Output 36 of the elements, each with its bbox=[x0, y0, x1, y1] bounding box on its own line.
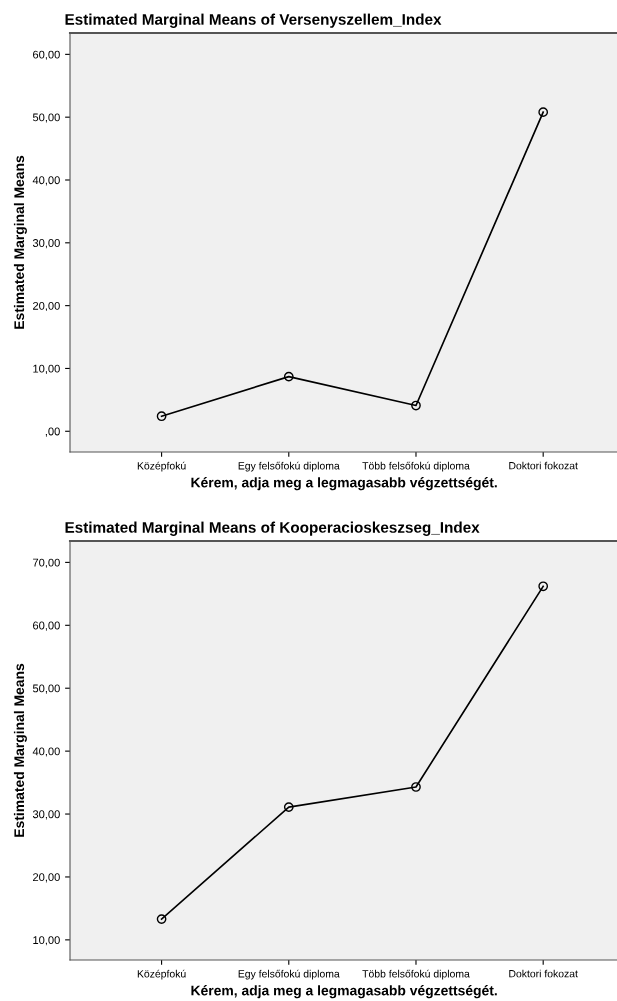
y-tick-label: ,00 bbox=[45, 427, 60, 437]
y-tick-label: 30,00 bbox=[32, 239, 60, 249]
point bbox=[156, 411, 167, 422]
y-tick-label: 10,00 bbox=[33, 364, 60, 374]
y-axis-title: Estimated Marginal Means bbox=[13, 663, 27, 837]
y-tick-label: 70,00 bbox=[33, 558, 60, 568]
point bbox=[283, 371, 294, 382]
point bbox=[283, 802, 294, 812]
point bbox=[538, 107, 549, 118]
y-tick-label: 40,00 bbox=[32, 176, 60, 186]
y-tick-label: 10,00 bbox=[33, 936, 60, 946]
y-tick-label: 50,00 bbox=[32, 684, 60, 694]
x-tick-label: Több felsőfokú diploma bbox=[362, 461, 470, 472]
y-tick-label: 60,00 bbox=[33, 621, 60, 631]
x-tick-label: Egy felsőfokú diploma bbox=[238, 461, 340, 472]
point bbox=[538, 581, 549, 592]
y-tick-label: 50,00 bbox=[32, 113, 60, 123]
x-tick-label: Több felsőfokú diploma bbox=[362, 969, 470, 980]
x-tick-label: Doktori fokozat bbox=[509, 969, 578, 978]
point bbox=[411, 782, 421, 792]
x-tick-label: Középfokú bbox=[137, 461, 186, 472]
y-tick-label: 60,00 bbox=[33, 50, 60, 60]
x-tick-label: Középfokú bbox=[137, 969, 186, 980]
chart-title: Estimated Marginal Means of Kooperacioskeszseg_Index bbox=[65, 521, 480, 536]
x-axis-title: Kérem, adja meg a legmagasabb végzettségét. bbox=[191, 477, 497, 491]
x-tick-label: Doktori fokozat bbox=[509, 461, 578, 470]
y-tick-label: 40,00 bbox=[32, 747, 60, 757]
x-axis-title: Kérem, adja meg a legmagasabb végzettségét. bbox=[191, 985, 497, 999]
point bbox=[411, 400, 421, 411]
point bbox=[156, 914, 167, 924]
chart-title: Estimated Marginal Means of Versenyszellem_Index bbox=[65, 13, 442, 28]
y-tick-label: 20,00 bbox=[33, 873, 60, 883]
y-tick-label: 20,00 bbox=[33, 301, 60, 312]
y-tick-label: 30,00 bbox=[32, 810, 60, 820]
y-axis-title: Estimated Marginal Means bbox=[13, 155, 27, 329]
x-tick-label: Egy felsőfokú diploma bbox=[238, 969, 340, 980]
